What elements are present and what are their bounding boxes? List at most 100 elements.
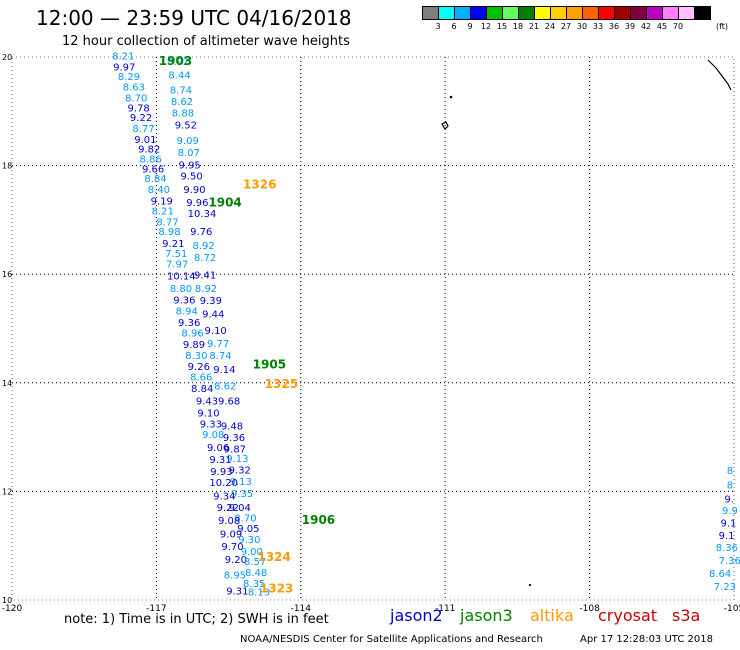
swh-value: 9.14: [213, 365, 235, 376]
swh-value: 9.00: [241, 547, 263, 558]
satellite-legend-cryosat: cryosat: [598, 606, 658, 625]
colorbar-swatch: [646, 6, 663, 20]
swh-value: 9.31: [209, 455, 231, 466]
colorbar-label: 18: [512, 22, 524, 31]
swh-value: 8.44: [168, 71, 190, 82]
swh-value: 9.01: [134, 135, 156, 146]
satellite-legend-s3a: s3a: [672, 606, 701, 625]
colorbar-labels: 3 6 9 12 15 18 21 24 27 30 33 36 39 42 45 70: [422, 22, 686, 31]
colorbar-label: 70: [672, 22, 684, 31]
swh-value: 9.20: [225, 555, 247, 566]
swh-value: 9.9: [722, 506, 738, 517]
swh-value: 8.77: [156, 217, 178, 228]
swh-value: 9.70: [221, 542, 243, 553]
swh-value: 9.66: [142, 165, 164, 176]
colorbar-swatch: [518, 6, 535, 20]
swh-value: 10.20: [209, 478, 238, 489]
swh-value: 9.09: [177, 136, 199, 147]
swh-value: 9.10: [197, 408, 219, 419]
swh-value: 9.: [724, 494, 734, 505]
swh-value: 8.74: [209, 351, 231, 362]
swh-value: 9.08: [218, 516, 240, 527]
swh-value: 9.35: [231, 489, 253, 500]
swh-value: 9.13: [226, 454, 248, 465]
swh-value: 9.96: [186, 198, 208, 209]
lat-lon-grid: [11, 56, 735, 601]
pass-time: 1903: [159, 54, 192, 68]
colorbar: [422, 6, 711, 20]
colorbar-label: 3: [435, 22, 441, 31]
lon-tick-label: -114: [291, 604, 312, 614]
colorbar-swatch: [598, 6, 615, 20]
swh-value: 8.64: [709, 569, 731, 580]
swh-value: 9.31: [226, 587, 248, 598]
lat-tick-label: 16: [2, 270, 12, 279]
swh-value: 10.14: [167, 272, 196, 283]
colorbar-swatch: [582, 6, 599, 20]
swh-value: 8.70: [125, 94, 147, 105]
swh-value: 8: [727, 466, 733, 477]
swh-value: 8.21: [112, 52, 134, 63]
colorbar-swatch: [502, 6, 519, 20]
colorbar-label: 45: [656, 22, 668, 31]
swh-value: 9.36: [178, 318, 200, 329]
swh-value: 8.95: [224, 570, 246, 581]
swh-value: 9.43: [196, 397, 218, 408]
credit-text: NOAA/NESDIS Center for Satellite Applica…: [240, 634, 543, 645]
swh-value: 9.21: [162, 239, 184, 250]
swh-value: 8: [727, 481, 733, 492]
map-title: 12:00 — 23:59 UTC 04/16/2018: [36, 6, 352, 30]
colorbar-swatch: [566, 6, 583, 20]
swh-value: 8.80: [170, 284, 192, 295]
colorbar-label: 21: [528, 22, 540, 31]
colorbar-label: 27: [560, 22, 572, 31]
swh-value: 8.86: [140, 154, 162, 165]
colorbar-label: 15: [496, 22, 508, 31]
swh-value: 8.98: [158, 227, 180, 238]
swh-value: 9.34: [213, 492, 235, 503]
swh-value: 9.87: [224, 444, 246, 455]
colorbar-swatch: [662, 6, 679, 20]
swh-value: 7.97: [166, 260, 188, 271]
swh-value: 9.89: [183, 340, 205, 351]
map-subtitle: 12 hour collection of altimeter wave hei…: [62, 34, 350, 49]
swh-value: 9.30: [238, 535, 260, 546]
swh-value: 9.76: [190, 227, 212, 238]
colorbar-swatch: [550, 6, 567, 20]
swh-value: 8.13: [248, 588, 270, 599]
colorbar-swatch: [630, 6, 647, 20]
swh-value: 8.96: [181, 329, 203, 340]
swh-value: 9.1: [719, 531, 735, 542]
swh-value: 9.52: [175, 121, 197, 132]
swh-value: 9.33: [200, 419, 222, 430]
swh-value: 8.66: [190, 373, 212, 384]
footer-note: note: 1) Time is in UTC; 2) SWH is in fe…: [64, 612, 329, 627]
swh-value: 9.04: [229, 503, 251, 514]
swh-value: 9.90: [183, 185, 205, 196]
generated-timestamp: Apr 17 12:28:03 UTC 2018: [580, 634, 713, 645]
swh-value: 8.94: [176, 306, 198, 317]
colorbar-swatch: [486, 6, 503, 20]
swh-value: 9.39: [200, 296, 222, 307]
swh-value: 8.77: [132, 124, 154, 135]
pass-time: 1323: [260, 581, 293, 595]
swh-value: 9.13: [230, 477, 252, 488]
pass-time: 1905: [253, 358, 286, 372]
lat-tick-label: 18: [2, 162, 12, 171]
lat-tick-label: 20: [2, 53, 12, 62]
swh-value: 9.05: [237, 524, 259, 535]
swh-value: 9.77: [207, 339, 229, 350]
swh-value: 7.51: [165, 249, 187, 260]
lon-tick-label: -120: [2, 604, 23, 614]
swh-value: 9.93: [210, 467, 232, 478]
pass-time: 1324: [257, 550, 290, 564]
colorbar-swatch: [694, 6, 711, 20]
swh-labels: 8.21 8.92 9.97 8.44 8.298.63 8.74 8.70 8.62 9.78…: [112, 52, 740, 599]
swh-value: 9.82: [138, 145, 160, 156]
lon-tick-label: -111: [435, 604, 455, 614]
pass-time: 1906: [302, 513, 335, 527]
colorbar-swatch: [454, 6, 471, 20]
colorbar-label: 39: [624, 22, 636, 31]
swh-value: 8.57: [244, 557, 266, 568]
